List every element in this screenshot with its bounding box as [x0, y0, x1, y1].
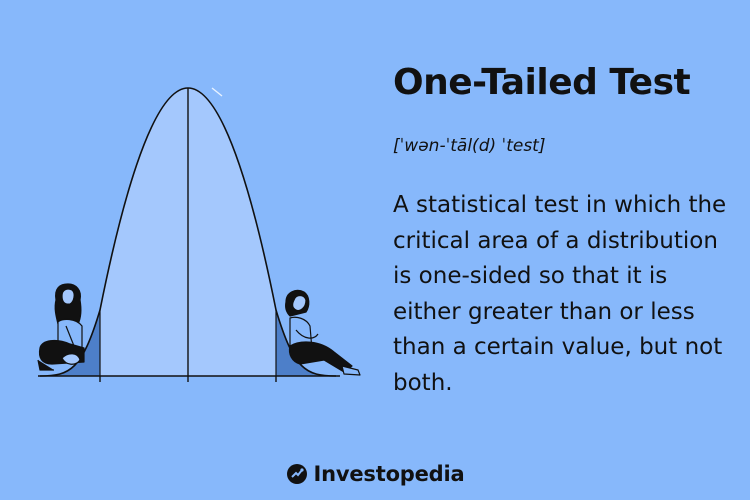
left-tail-region [40, 310, 100, 376]
left-person-figure [37, 283, 85, 371]
brand-footer[interactable]: Investopedia [0, 462, 750, 486]
bell-curve-illustration [37, 87, 361, 382]
sparkle-mark [211, 87, 223, 97]
pronunciation: [ˈwən-ˈtāl(d) ˈtest] [393, 136, 546, 156]
brand-name: Investopedia [313, 462, 465, 486]
definition-text: A statistical test in which the critical… [393, 192, 727, 396]
page-title: One-Tailed Test [393, 62, 691, 103]
right-tail-region [276, 310, 336, 376]
right-person-figure [285, 289, 361, 376]
investopedia-logo-icon [286, 464, 307, 484]
